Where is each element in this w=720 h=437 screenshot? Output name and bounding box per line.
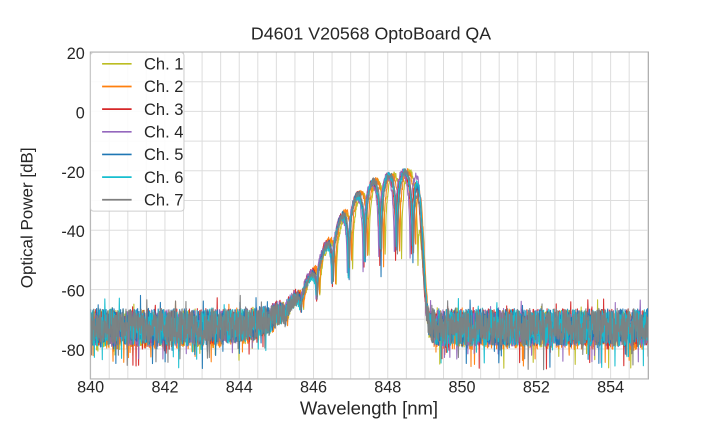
- svg-text:Ch. 5: Ch. 5: [144, 146, 183, 164]
- svg-text:Ch. 3: Ch. 3: [144, 101, 183, 119]
- svg-text:0: 0: [76, 104, 85, 122]
- svg-text:D4601 V20568 OptoBoard QA: D4601 V20568 OptoBoard QA: [251, 24, 491, 44]
- svg-text:Wavelength [nm]: Wavelength [nm]: [300, 398, 438, 419]
- svg-text:-80: -80: [61, 342, 84, 360]
- svg-text:-60: -60: [61, 283, 84, 301]
- svg-text:Ch. 2: Ch. 2: [144, 78, 183, 96]
- svg-text:Ch. 7: Ch. 7: [144, 191, 183, 209]
- svg-text:-40: -40: [61, 223, 84, 241]
- svg-text:20: 20: [67, 45, 85, 63]
- svg-text:840: 840: [77, 379, 104, 397]
- svg-text:848: 848: [374, 379, 401, 397]
- svg-text:842: 842: [151, 379, 178, 397]
- svg-text:844: 844: [226, 379, 253, 397]
- svg-text:-20: -20: [61, 164, 84, 182]
- svg-text:Optical Power [dB]: Optical Power [dB]: [18, 147, 37, 288]
- svg-text:846: 846: [300, 379, 327, 397]
- svg-text:Ch. 6: Ch. 6: [144, 169, 183, 187]
- svg-text:852: 852: [523, 379, 550, 397]
- svg-text:854: 854: [597, 379, 624, 397]
- svg-text:Ch. 1: Ch. 1: [144, 56, 183, 74]
- svg-text:850: 850: [449, 379, 476, 397]
- svg-text:Ch. 4: Ch. 4: [144, 124, 183, 142]
